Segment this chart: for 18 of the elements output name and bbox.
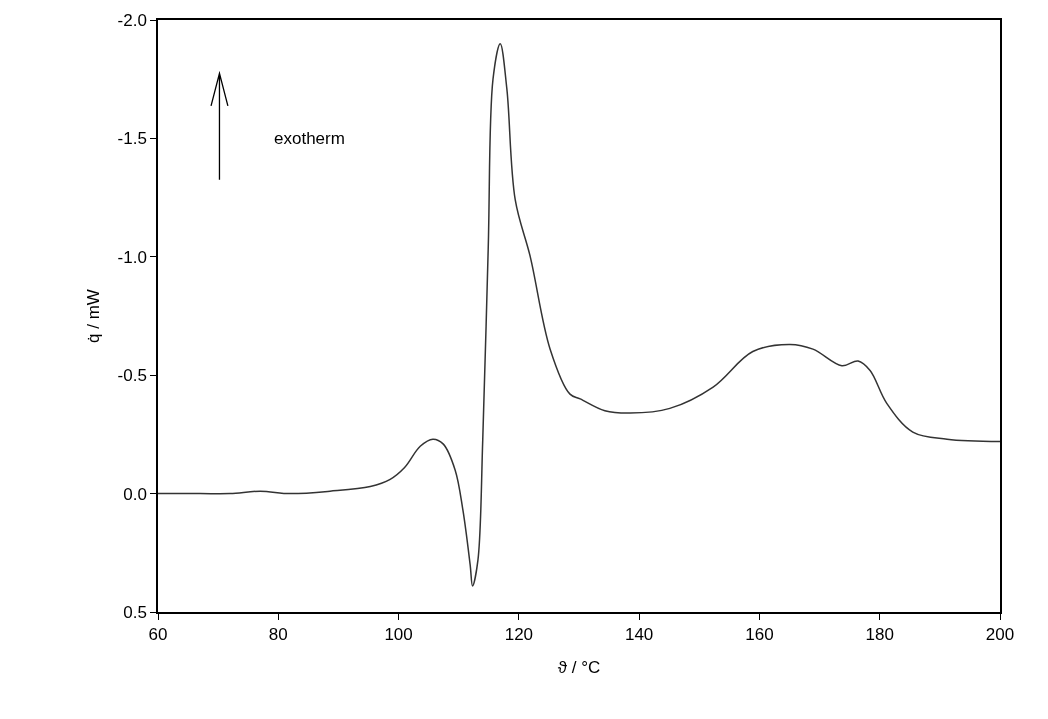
annotation: exotherm xyxy=(274,129,345,148)
y-tick-label: -1.0 xyxy=(117,247,147,267)
y-tick-label: 0.5 xyxy=(123,602,147,622)
x-axis-title: ϑ / °C xyxy=(557,658,601,678)
x-tick-label: 80 xyxy=(268,625,288,645)
x-tick-label: 180 xyxy=(865,625,894,645)
y-axis-title: q̇ / mW xyxy=(83,289,103,343)
line-series xyxy=(158,42,1000,587)
x-tick-label: 120 xyxy=(504,625,534,645)
x-tick-label: 160 xyxy=(745,625,774,645)
x-tick-label: 100 xyxy=(384,625,413,645)
x-tick-label: 200 xyxy=(985,625,1015,645)
y-tick-label: -1.5 xyxy=(117,129,147,149)
x-tick-label: 60 xyxy=(148,625,168,645)
y-tick-label: -0.5 xyxy=(117,366,147,386)
y-tick-label: -2.0 xyxy=(117,10,147,30)
y-tick-label: 0.0 xyxy=(123,484,147,504)
x-tick-label: 140 xyxy=(624,625,654,645)
